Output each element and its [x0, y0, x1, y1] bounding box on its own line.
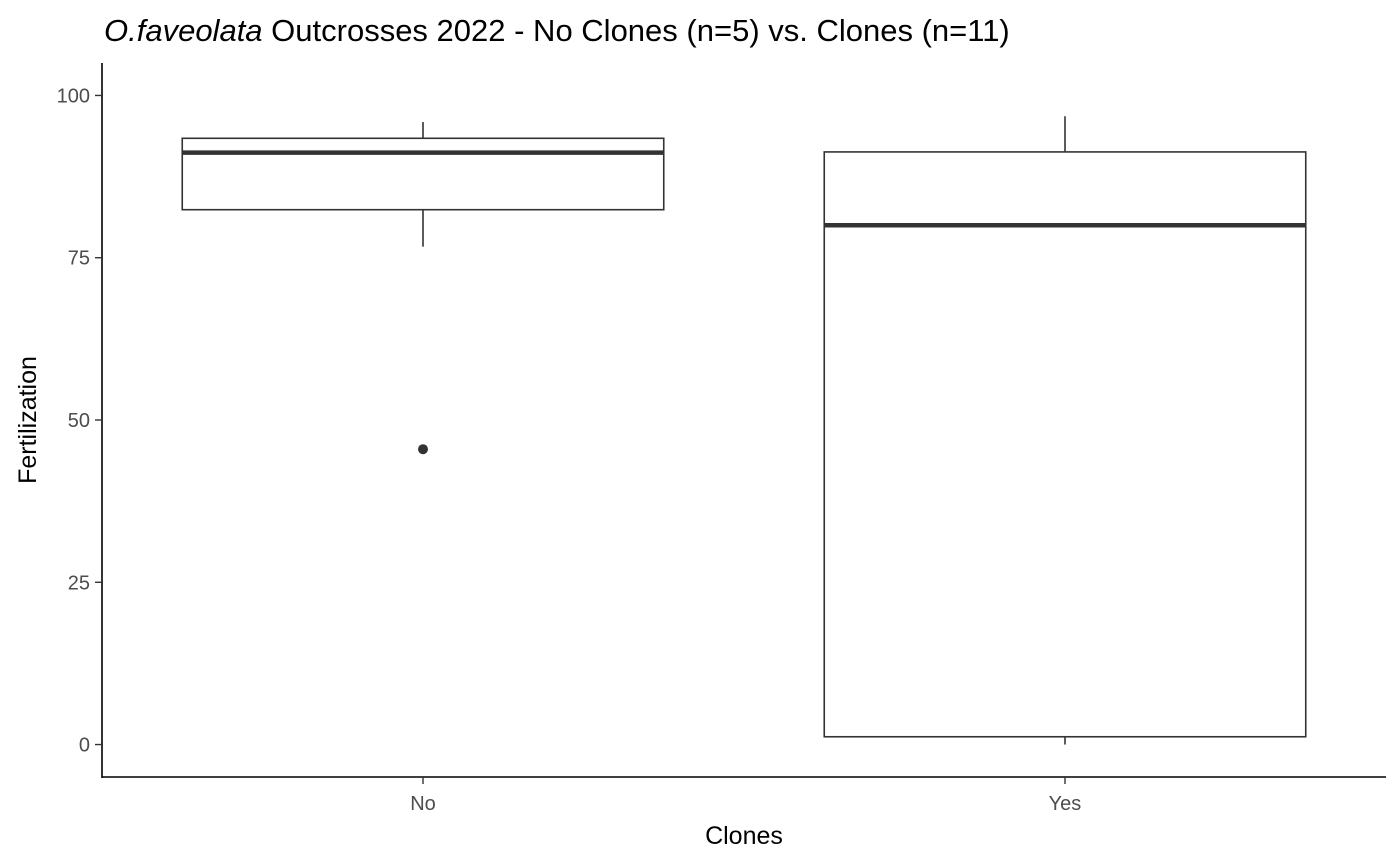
outlier-point [418, 444, 428, 455]
box-group-yes [823, 116, 1307, 745]
x-axis-title: Clones [705, 822, 783, 850]
x-tick-label: No [410, 793, 436, 815]
y-tick-label: 100 [57, 85, 90, 107]
y-tick-label: 0 [79, 735, 90, 757]
box-iqr [181, 137, 665, 211]
chart-title-rest: Outcrosses 2022 - No Clones (n=5) vs. Cl… [263, 13, 1010, 48]
box-iqr [823, 151, 1307, 738]
y-tick-label: 25 [68, 572, 90, 594]
x-tick-label: Yes [1049, 793, 1082, 815]
plot-area [181, 116, 1307, 745]
y-axis-ticks: 0 25 50 75 100 [57, 85, 102, 757]
x-axis-ticks: No Yes [410, 777, 1081, 815]
y-tick-label: 50 [68, 410, 90, 432]
chart-title-italic: O.faveolata [104, 13, 263, 48]
box-group-no [181, 122, 665, 455]
chart-title: O.faveolata Outcrosses 2022 - No Clones … [104, 13, 1010, 48]
y-tick-label: 75 [68, 248, 90, 270]
y-axis-title: Fertilization [14, 356, 42, 484]
